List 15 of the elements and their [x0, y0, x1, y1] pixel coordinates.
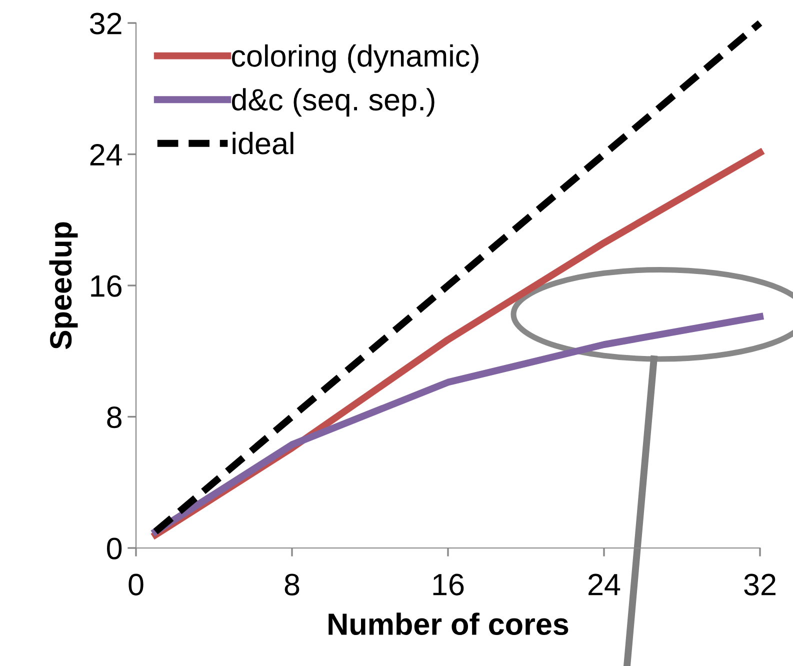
y-tick-label: 32	[90, 12, 122, 34]
legend-label: coloring (dynamic)	[232, 44, 478, 73]
x-tick-label: 24	[588, 574, 620, 596]
x-tick-label: 16	[433, 574, 464, 596]
x-tick-label: 0	[128, 574, 144, 596]
y-tick-label: 24	[90, 144, 122, 166]
y-axis-title: Speedup	[49, 222, 78, 350]
legend-label: ideal	[232, 132, 294, 154]
x-axis-title: Number of cores	[328, 612, 568, 636]
y-tick-label: 8	[107, 406, 122, 428]
x-tick-label: 8	[284, 574, 300, 596]
y-tick-label: 0	[107, 538, 122, 560]
legend-label: d&c (seq. sep.)	[232, 88, 434, 117]
x-tick-label: 32	[744, 574, 776, 596]
y-tick-label: 16	[91, 275, 122, 297]
